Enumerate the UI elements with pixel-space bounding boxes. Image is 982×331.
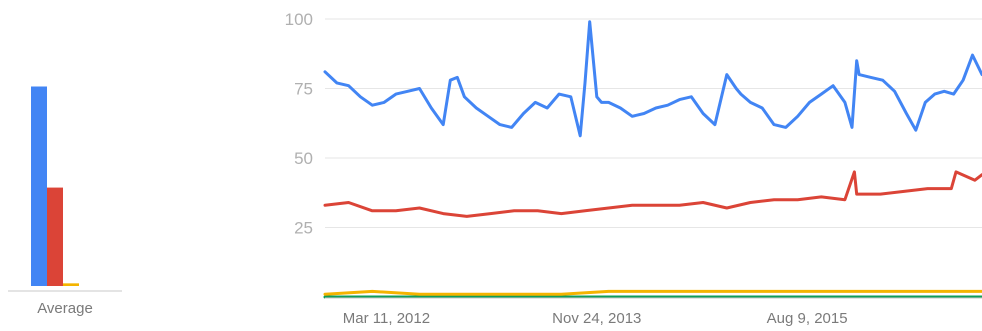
average-bar-2 bbox=[63, 283, 79, 286]
x-tick-label: Aug 9, 2015 bbox=[767, 310, 848, 327]
average-label: Average bbox=[37, 300, 93, 317]
x-axis-ticks: Mar 11, 2012 Nov 24, 2013 Aug 9, 2015 bbox=[343, 310, 848, 327]
average-bar-1 bbox=[47, 187, 63, 286]
y-tick-label: 25 bbox=[294, 219, 313, 238]
average-bar-chart: Average bbox=[8, 86, 122, 317]
y-axis-ticks: 100 75 50 25 bbox=[285, 10, 313, 238]
y-tick-label: 75 bbox=[294, 80, 313, 99]
series-line-1 bbox=[323, 170, 982, 218]
line-chart: 100 75 50 25 Mar 11, 2012 Nov 24, 2013 Aug 9,… bbox=[285, 10, 982, 327]
average-bars bbox=[31, 86, 79, 286]
y-tick-label: 50 bbox=[294, 149, 313, 168]
y-tick-label: 100 bbox=[285, 10, 313, 29]
series-lines bbox=[323, 20, 982, 299]
x-tick-label: Nov 24, 2013 bbox=[552, 310, 641, 327]
x-tick-label: Mar 11, 2012 bbox=[343, 310, 430, 327]
average-bar-0 bbox=[31, 86, 47, 286]
series-line-0 bbox=[323, 20, 982, 138]
series-line-2 bbox=[323, 289, 982, 296]
gridlines bbox=[325, 18, 982, 228]
